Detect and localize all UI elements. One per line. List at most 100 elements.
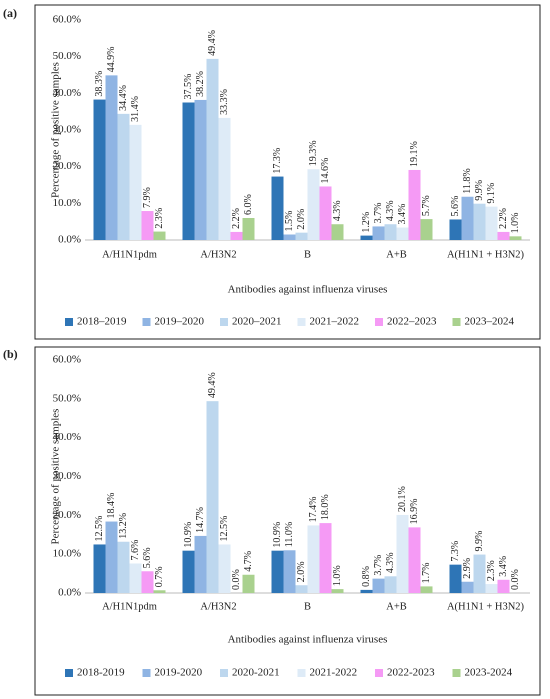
value-label: 12.5% <box>219 516 230 542</box>
panel-label: (b) <box>3 347 18 361</box>
legend-swatch <box>142 318 151 326</box>
legend-label: 2021–2022 <box>310 316 360 328</box>
bar <box>408 169 421 240</box>
value-label: 1.2% <box>361 212 372 233</box>
value-label: 38.3% <box>94 71 105 97</box>
x-tick-label: B <box>304 249 311 260</box>
value-label: 7.3% <box>450 541 461 562</box>
bar <box>182 102 195 240</box>
bar <box>449 219 462 240</box>
value-label: 31.4% <box>130 96 141 122</box>
value-label: 12.5% <box>94 516 105 542</box>
bar <box>93 99 106 240</box>
value-label: 1.5% <box>284 211 295 232</box>
bar <box>384 224 397 240</box>
y-tick-label: 60.0% <box>53 14 81 26</box>
bar <box>331 589 344 593</box>
value-label: 34.4% <box>118 85 129 111</box>
bar <box>331 224 344 240</box>
bar <box>283 550 296 593</box>
value-label: 18.4% <box>106 493 117 519</box>
legend-label: 2020–2021 <box>232 316 282 328</box>
bar <box>206 401 219 593</box>
bar <box>182 550 195 593</box>
panel-frame <box>34 4 541 340</box>
value-label: 10.9% <box>272 522 283 548</box>
value-label: 17.3% <box>272 148 283 174</box>
value-label: 49.4% <box>207 30 218 56</box>
value-label: 17.4% <box>308 497 319 523</box>
y-tick-label: 50.0% <box>53 392 81 404</box>
value-label: 49.4% <box>207 372 218 398</box>
bar <box>105 75 118 240</box>
y-tick-label: 20.0% <box>53 509 81 521</box>
value-label: 6.0% <box>243 194 254 215</box>
bar <box>319 523 332 593</box>
value-label: 0.0% <box>231 569 242 590</box>
bar <box>307 169 320 240</box>
bar <box>206 58 219 240</box>
value-label: 19.3% <box>308 140 319 166</box>
value-label: 4.7% <box>243 551 254 572</box>
value-label: 4.3% <box>385 552 396 573</box>
legend-label: 2018–2019 <box>77 316 127 328</box>
y-tick-label: 20.0% <box>53 160 81 172</box>
value-label: 10.9% <box>183 522 194 548</box>
legend-label: 2021-2022 <box>310 667 358 679</box>
value-label: 3.4% <box>498 556 509 577</box>
y-axis-label: Percentage of positive samples <box>50 409 62 545</box>
value-label: 9.9% <box>474 531 485 552</box>
legend-swatch <box>142 669 151 677</box>
bar <box>230 231 243 240</box>
bar <box>117 541 130 593</box>
value-label: 2.3% <box>486 560 497 581</box>
value-label: 7.9% <box>142 187 153 208</box>
bar <box>497 231 510 240</box>
legend-label: 2018-2019 <box>77 667 125 679</box>
bar <box>396 514 409 593</box>
legend-swatch <box>220 669 228 677</box>
bar <box>141 211 154 240</box>
value-label: 2.2% <box>231 208 242 229</box>
legend-swatch <box>452 669 461 677</box>
value-label: 2.3% <box>154 208 165 229</box>
y-tick-label: 30.0% <box>53 124 81 136</box>
x-tick-label: A/H1N1pdm <box>102 249 157 260</box>
legend-swatch <box>452 318 461 326</box>
bar <box>117 113 130 240</box>
bar <box>295 585 308 593</box>
legend-swatch <box>375 669 383 677</box>
value-label: 7.6% <box>130 540 141 561</box>
legend-swatch <box>297 669 306 677</box>
value-label: 0.7% <box>154 566 165 587</box>
value-label: 2.0% <box>296 561 307 582</box>
value-label: 11.8% <box>462 168 473 193</box>
bar <box>307 525 320 593</box>
bar <box>218 117 231 240</box>
bar <box>473 203 486 240</box>
bar <box>497 579 510 593</box>
x-tick-label: A/H1N1pdm <box>102 601 157 612</box>
value-label: 1.7% <box>421 563 432 584</box>
bar <box>396 227 409 240</box>
value-label: 5.6% <box>142 547 153 568</box>
value-label: 3.7% <box>373 203 384 224</box>
x-tick-label: A(H1N1 + H3N2) <box>447 249 525 260</box>
x-axis-label: Antibodies against influenza viruses <box>228 284 388 296</box>
value-label: 13.2% <box>118 513 129 539</box>
bar <box>360 235 373 240</box>
bar <box>372 578 385 593</box>
y-tick-label: 50.0% <box>53 50 81 62</box>
bar <box>105 521 118 593</box>
bar <box>141 571 154 593</box>
legend-swatch <box>375 318 383 326</box>
value-label: 11.0% <box>284 522 295 547</box>
bar <box>461 581 474 593</box>
value-label: 16.9% <box>409 499 420 525</box>
bar <box>319 186 332 240</box>
panel-label: (a) <box>3 6 17 20</box>
value-label: 3.4% <box>397 204 408 225</box>
value-label: 2.0% <box>296 209 307 230</box>
value-label: 38.2% <box>195 71 206 97</box>
